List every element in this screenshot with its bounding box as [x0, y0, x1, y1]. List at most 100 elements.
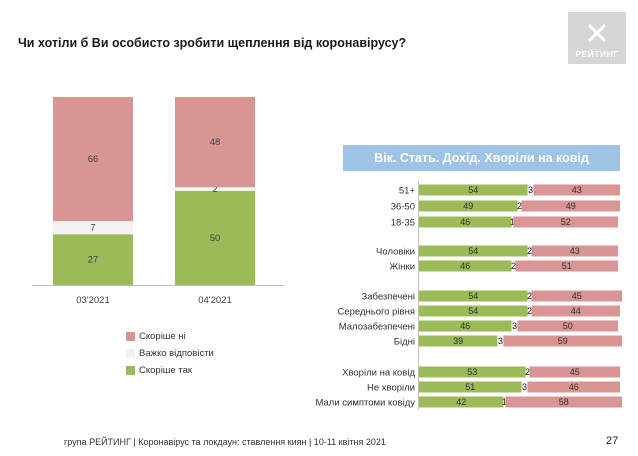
hbar-hard-3 — [511, 216, 514, 228]
x-tick-label-1: 03'2021 — [76, 295, 110, 306]
hbar-label-yes-6: 54 — [468, 291, 478, 301]
page-number: 27 — [606, 435, 619, 447]
y-tick-label-1: 51+ — [399, 186, 416, 197]
hbar-yes-5 — [419, 260, 512, 272]
hbar-no-11 — [527, 381, 620, 393]
y-tick-label-6: Забезпечені — [362, 292, 416, 303]
hbar-label-hard-12: 1 — [502, 397, 507, 407]
y-tick-label-2: 36-50 — [391, 202, 415, 213]
y-tick-label-10: Хворіли на ковід — [342, 368, 415, 379]
hbar-hard-11 — [521, 381, 528, 393]
legend-item-yes: Скоріше так — [126, 362, 214, 379]
bar-yes-2 — [175, 191, 255, 285]
hbar-label-no-6: 45 — [572, 291, 582, 301]
logo-text: РЕЙТИНГ — [575, 49, 619, 59]
hbar-yes-1 — [419, 184, 528, 196]
hbar-label-no-9: 59 — [558, 336, 568, 346]
y-tick-label-4: Чоловіки — [376, 247, 415, 258]
hbar-label-yes-1: 54 — [468, 185, 478, 195]
hbar-hard-8 — [511, 320, 518, 332]
hbar-label-hard-11: 3 — [522, 382, 527, 392]
y-tick-label-11: Не хворіли — [367, 383, 415, 394]
hbar-no-3 — [513, 216, 618, 228]
hbar-no-6 — [531, 290, 623, 302]
hbar-label-yes-2: 49 — [463, 201, 473, 211]
hbar-no-8 — [517, 320, 618, 332]
y-tick-label-7: Середнього рівня — [337, 307, 415, 318]
hbar-label-yes-5: 46 — [460, 261, 470, 271]
hbar-hard-1 — [527, 184, 534, 196]
bar-hard-2 — [175, 187, 255, 191]
hbar-yes-10 — [419, 366, 526, 378]
hbar-no-4 — [531, 245, 618, 257]
hbar-label-yes-3: 46 — [460, 217, 470, 227]
bar-hard-1 — [53, 221, 133, 235]
hbar-label-hard-7: 2 — [527, 306, 532, 316]
hbar-label-hard-1: 3 — [528, 185, 533, 195]
hbar-hard-7 — [527, 305, 532, 317]
hbar-yes-7 — [419, 305, 528, 317]
hbar-label-yes-8: 46 — [460, 321, 470, 331]
hbar-label-hard-4: 2 — [527, 246, 532, 256]
hbar-label-hard-6: 2 — [527, 291, 532, 301]
hbar-label-hard-9: 3 — [498, 336, 503, 346]
legend-label-hard: Важко відповісти — [139, 348, 214, 359]
legend-label-yes: Скоріше так — [139, 365, 193, 376]
hbar-hard-5 — [511, 260, 516, 272]
hbar-label-no-7: 44 — [571, 306, 581, 316]
rating-logo: РЕЙТИНГ — [568, 12, 626, 64]
hbar-hard-2 — [517, 200, 522, 212]
hbar-hard-10 — [525, 366, 530, 378]
hbar-hard-4 — [527, 245, 532, 257]
hbar-no-1 — [533, 184, 620, 196]
hbar-no-5 — [515, 260, 618, 272]
bar-label-no-1: 66 — [88, 154, 99, 165]
y-tick-label-9: Бідні — [394, 337, 415, 348]
hbar-label-no-8: 50 — [563, 321, 573, 331]
hbar-yes-9 — [419, 335, 498, 347]
hbar-yes-11 — [419, 381, 522, 393]
hbar-yes-12 — [419, 396, 504, 408]
hbar-yes-4 — [419, 245, 528, 257]
hbar-yes-2 — [419, 200, 518, 212]
hbar-label-yes-10: 53 — [467, 367, 477, 377]
hbar-label-no-3: 52 — [561, 217, 571, 227]
bar-label-hard-1: 7 — [90, 223, 95, 234]
hbar-label-yes-12: 42 — [456, 397, 466, 407]
hbar-label-yes-11: 51 — [465, 382, 475, 392]
legend-item-no: Скоріше ні — [126, 328, 214, 345]
chart-legend: Скоріше ні Важко відповісти Скоріше так — [126, 328, 214, 379]
y-tick-label-8: Малозабезпечені — [339, 322, 415, 333]
hbar-label-no-11: 46 — [569, 382, 579, 392]
hbar-label-no-5: 51 — [562, 261, 572, 271]
hbar-yes-3 — [419, 216, 512, 228]
y-tick-label-3: 18-35 — [391, 218, 415, 229]
hbar-label-no-12: 58 — [559, 397, 569, 407]
bar-label-no-2: 48 — [210, 137, 221, 148]
hbar-label-yes-4: 54 — [468, 246, 478, 256]
bar-yes-1 — [53, 234, 133, 285]
hbar-label-hard-10: 2 — [525, 367, 530, 377]
legend-item-hard: Важко відповісти — [126, 345, 214, 362]
legend-label-no: Скоріше ні — [139, 331, 186, 342]
hbar-label-no-10: 45 — [570, 367, 580, 377]
legend-swatch-hard — [126, 349, 135, 358]
legend-swatch-no — [126, 332, 135, 341]
hbar-label-no-4: 43 — [570, 246, 580, 256]
y-tick-label-12: Мали симптоми ковіду — [315, 398, 415, 409]
hbar-hard-6 — [527, 290, 532, 302]
hbar-label-no-1: 43 — [572, 185, 582, 195]
y-tick-label-5: Жінки — [389, 262, 415, 273]
legend-swatch-yes — [126, 366, 135, 375]
hbar-label-yes-7: 54 — [468, 306, 478, 316]
footer-text: група РЕЙТИНГ | Коронавірус та локдаун: … — [64, 437, 386, 447]
hbar-yes-8 — [419, 320, 512, 332]
hbar-no-12 — [505, 396, 623, 408]
hbar-hard-12 — [503, 396, 506, 408]
hbar-no-2 — [521, 200, 620, 212]
hbar-label-hard-3: 1 — [510, 217, 515, 227]
hbar-hard-9 — [497, 335, 504, 347]
chart-banner: Вік. Стать. Дохід. Хворіли на ковід — [343, 145, 620, 171]
hbar-no-10 — [529, 366, 620, 378]
